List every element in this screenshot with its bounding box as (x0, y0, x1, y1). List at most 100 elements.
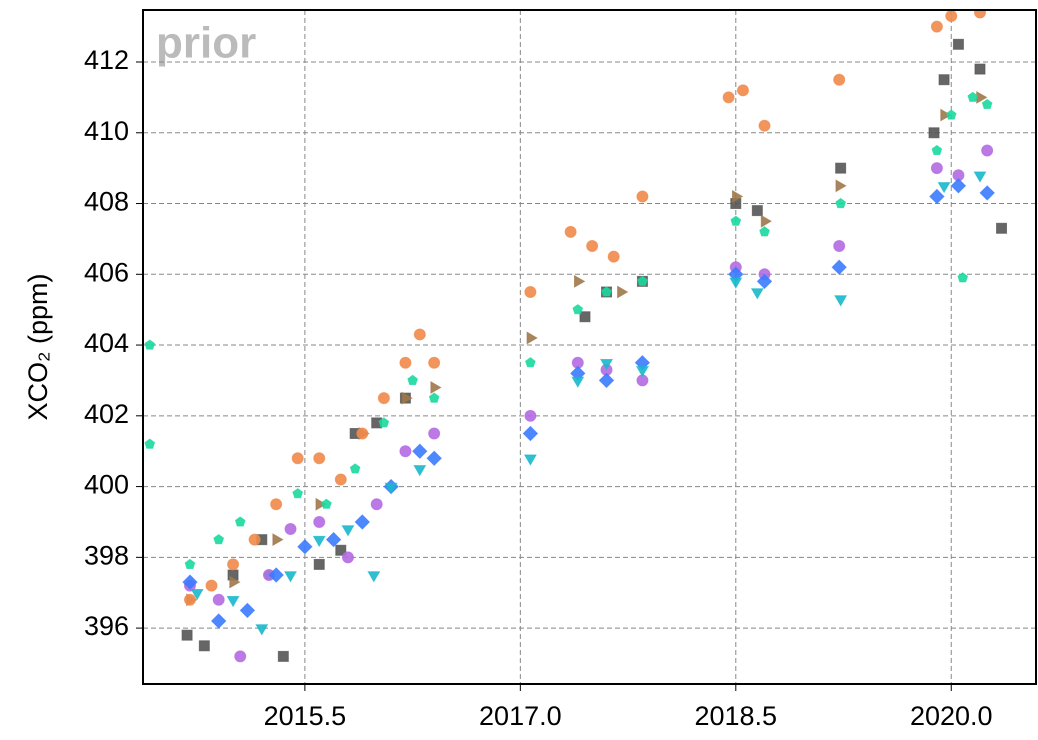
point (522, 425, 539, 442)
point (213, 533, 225, 545)
point (729, 277, 743, 289)
y-tick-label: 412 (84, 45, 129, 75)
point (928, 127, 940, 139)
point (833, 239, 846, 252)
point (834, 295, 848, 307)
point (981, 98, 993, 109)
point (325, 531, 342, 548)
point (937, 182, 951, 194)
point (730, 215, 742, 226)
point (524, 285, 537, 298)
point (635, 366, 649, 378)
point (212, 593, 225, 606)
point (930, 162, 943, 175)
point (586, 239, 599, 252)
point (758, 119, 771, 132)
point (335, 544, 347, 556)
point (181, 629, 193, 641)
y-axis-label: XCO₂ (ppm) (23, 274, 53, 421)
point (321, 498, 332, 509)
point (367, 571, 381, 583)
point (617, 285, 629, 299)
point (835, 179, 847, 193)
point (284, 571, 297, 583)
point (572, 304, 584, 315)
point (399, 356, 412, 369)
point (183, 593, 196, 606)
point (428, 356, 441, 369)
point (413, 465, 427, 477)
point (354, 514, 371, 530)
point (981, 144, 994, 157)
point (144, 339, 156, 350)
y-tick-label: 404 (84, 328, 129, 358)
point (957, 272, 969, 283)
point (574, 274, 586, 288)
point (312, 535, 326, 548)
point (272, 533, 284, 547)
point (600, 359, 614, 371)
point (756, 273, 773, 290)
point (930, 20, 943, 33)
point (938, 74, 950, 86)
point (979, 185, 995, 201)
y-tick-label: 402 (84, 399, 129, 429)
point (426, 450, 442, 467)
point (751, 205, 763, 217)
point (226, 596, 240, 608)
point (184, 558, 196, 569)
x-tick-label: 2015.5 (264, 701, 347, 731)
point (601, 286, 612, 297)
point (234, 650, 247, 663)
point (760, 214, 772, 228)
point (190, 589, 204, 601)
x-tick-label: 2020.0 (910, 701, 993, 731)
point (144, 438, 156, 449)
point (732, 189, 744, 203)
point (292, 488, 304, 499)
point (996, 222, 1008, 234)
point (229, 575, 241, 589)
point (370, 498, 383, 511)
point (356, 427, 369, 440)
point (940, 108, 952, 122)
point (291, 452, 304, 465)
point (759, 226, 770, 237)
point (284, 523, 297, 536)
point (384, 482, 398, 495)
point (750, 288, 764, 300)
point (722, 91, 735, 104)
annotation: prior (156, 19, 256, 68)
point (182, 574, 198, 590)
point (524, 409, 537, 422)
points (144, 10, 1008, 663)
point (571, 376, 585, 388)
point (931, 144, 943, 155)
point (637, 275, 648, 286)
point (831, 259, 847, 275)
point (428, 427, 441, 440)
y-tick-label: 406 (84, 257, 129, 287)
x-tick-label: 2017.0 (479, 701, 562, 731)
point (255, 624, 269, 636)
y-tick-label: 408 (84, 187, 129, 217)
point (198, 640, 210, 652)
point (736, 84, 749, 97)
plot-frame (142, 9, 1037, 685)
point (564, 225, 577, 238)
point (967, 91, 979, 102)
point (270, 498, 283, 511)
point (239, 602, 256, 619)
point (277, 650, 289, 662)
point (523, 454, 537, 466)
point (428, 392, 440, 403)
point (341, 525, 355, 537)
point (407, 374, 418, 385)
point (341, 551, 354, 564)
point (952, 38, 964, 50)
point (929, 188, 945, 205)
point (377, 392, 390, 405)
point (835, 162, 847, 174)
point (313, 558, 325, 570)
point (598, 372, 615, 389)
